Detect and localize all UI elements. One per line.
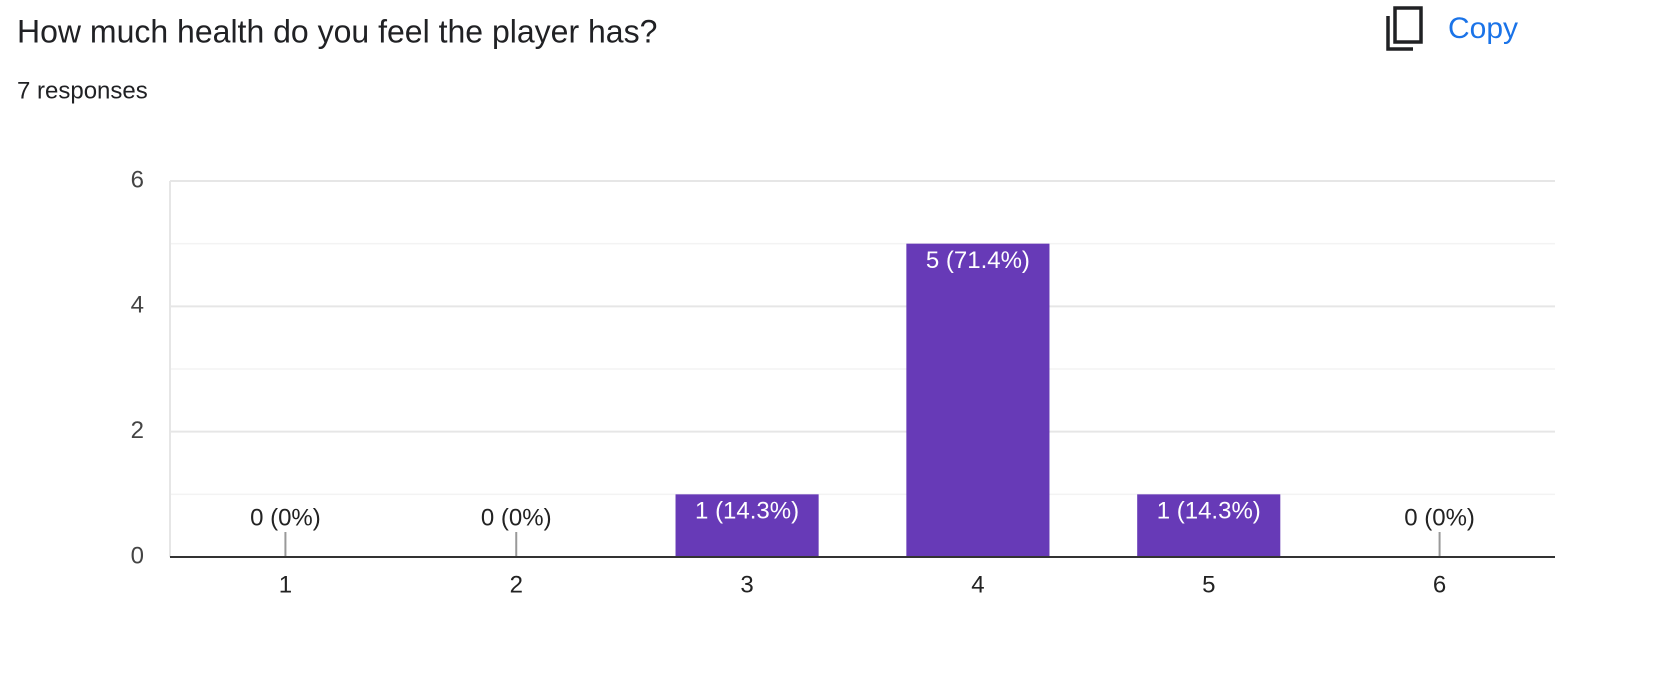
- bar: [1137, 494, 1281, 557]
- copy-icon: [1386, 16, 1413, 51]
- x-tick-label: 1: [279, 571, 292, 598]
- copy-icon: [1393, 6, 1423, 44]
- x-tick-label: 3: [740, 571, 753, 598]
- x-tick-label: 2: [510, 571, 523, 598]
- bar: [675, 494, 819, 557]
- value-label: 0 (0%): [481, 504, 552, 531]
- y-tick-label: 0: [131, 542, 144, 569]
- copy-label[interactable]: Copy: [1448, 12, 1518, 45]
- value-label: 0 (0%): [1404, 504, 1475, 531]
- x-tick-label: 4: [971, 571, 984, 598]
- chart-title: How much health do you feel the player h…: [17, 13, 657, 49]
- value-label: 1 (14.3%): [695, 498, 799, 525]
- chart-subtitle: 7 responses: [17, 77, 148, 104]
- y-tick-label: 6: [131, 166, 144, 193]
- copy-button[interactable]: Copy: [1386, 6, 1518, 51]
- y-tick-label: 4: [131, 292, 144, 319]
- y-tick-label: 2: [131, 417, 144, 444]
- bar: [906, 243, 1050, 557]
- value-label: 0 (0%): [250, 504, 321, 531]
- x-tick-label: 6: [1433, 571, 1446, 598]
- value-label: 1 (14.3%): [1157, 498, 1261, 525]
- x-tick-label: 5: [1202, 571, 1215, 598]
- value-label: 5 (71.4%): [926, 247, 1030, 274]
